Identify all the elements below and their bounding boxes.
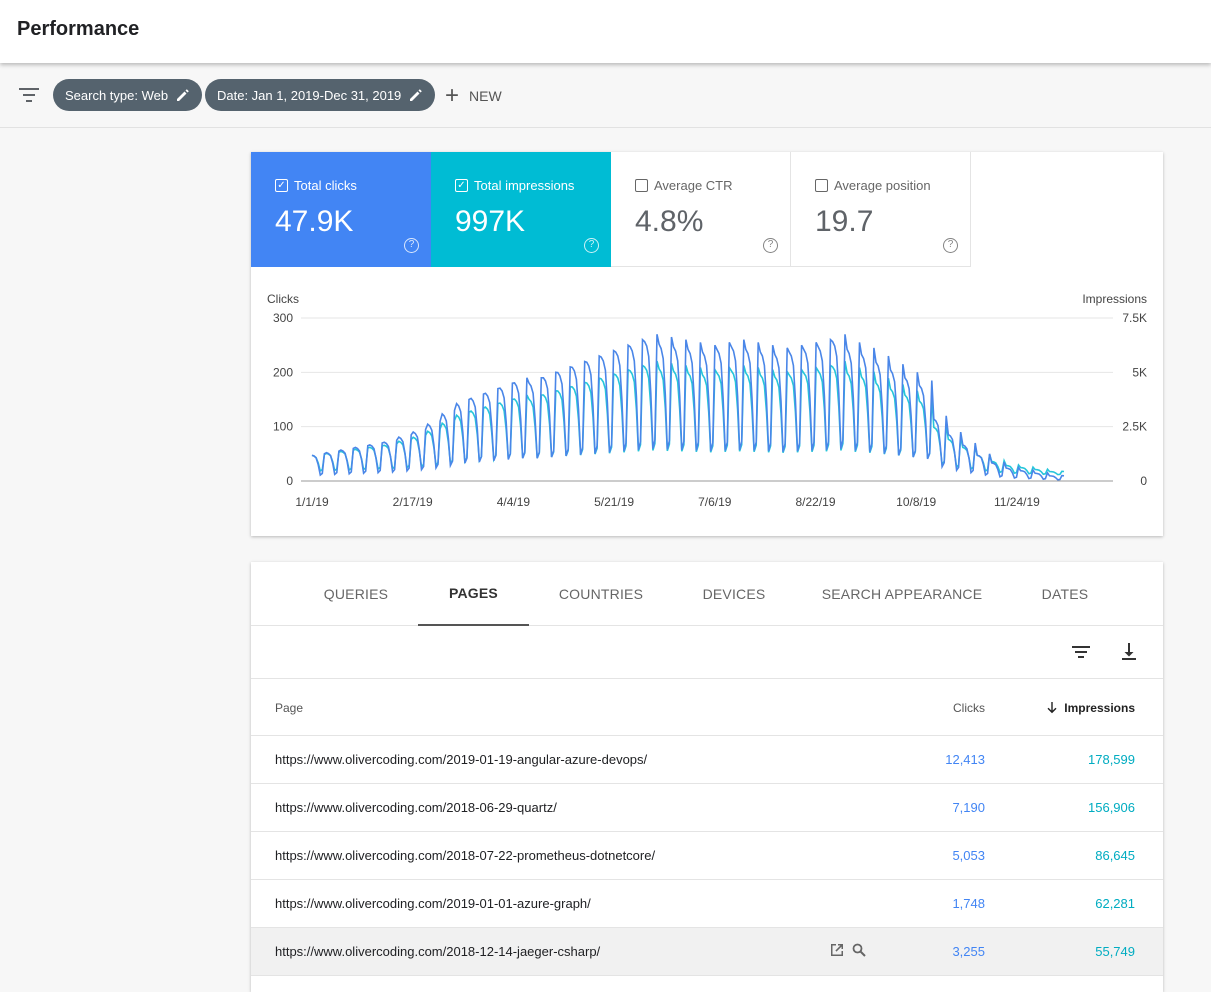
row-page-url: https://www.olivercoding.com/2019-01-01-…: [275, 896, 591, 911]
open-in-new-icon[interactable]: [829, 942, 845, 958]
table-header: Page Clicks Impressions: [251, 679, 1163, 736]
top-bar: Performance: [0, 0, 1211, 63]
checkbox-unchecked-icon[interactable]: [635, 179, 648, 192]
metric-average-ctr[interactable]: Average CTR 4.8% ?: [611, 152, 791, 267]
metric-value: 997K: [455, 205, 526, 238]
search-type-chip[interactable]: Search type: Web: [53, 79, 203, 111]
tab-countries[interactable]: COUNTRIES: [558, 586, 644, 602]
checkbox-checked-icon[interactable]: ✓: [455, 179, 468, 192]
row-clicks: 3,255: [952, 944, 985, 959]
filter-bar: Search type: Web Date: Jan 1, 2019-Dec 3…: [0, 63, 1211, 128]
new-filter-label: NEW: [469, 88, 502, 104]
clicks-line: [311, 334, 1065, 481]
metric-label: Total impressions: [474, 178, 575, 193]
search-type-chip-label: Search type: Web: [65, 87, 169, 103]
row-page-url: https://www.olivercoding.com/2019-01-19-…: [275, 752, 648, 767]
new-filter-button[interactable]: + NEW: [445, 82, 502, 109]
sort-descending-arrow-icon: [1047, 702, 1057, 714]
table-row[interactable]: https://www.olivercoding.com/2019-01-01-…: [251, 880, 1163, 928]
y-left-tick-label: 300: [273, 311, 293, 325]
tab-devices[interactable]: DEVICES: [702, 586, 766, 602]
date-range-chip[interactable]: Date: Jan 1, 2019-Dec 31, 2019: [205, 79, 436, 111]
table-row[interactable]: https://www.olivercoding.com/2019-01-19-…: [251, 736, 1163, 784]
edit-pencil-icon: [410, 89, 423, 101]
filter-icon[interactable]: [19, 87, 39, 103]
y-right-axis-title: Impressions: [1082, 292, 1147, 306]
plus-icon: +: [445, 82, 460, 109]
x-tick-label: 5/21/19: [594, 495, 634, 509]
y-left-tick-label: 0: [286, 474, 293, 488]
x-tick-label: 10/8/19: [896, 495, 936, 509]
help-icon[interactable]: ?: [404, 238, 419, 253]
x-tick-label: 11/24/19: [994, 495, 1040, 509]
x-tick-label: 1/1/19: [295, 495, 329, 509]
column-page[interactable]: Page: [275, 701, 304, 715]
column-impressions-label: Impressions: [1064, 701, 1135, 715]
y-left-axis-title: Clicks: [267, 292, 299, 306]
row-page-url: https://www.olivercoding.com/2018-07-22-…: [275, 848, 656, 863]
metric-label: Average position: [834, 178, 931, 193]
tab-queries[interactable]: QUERIES: [323, 586, 389, 602]
metric-total-clicks[interactable]: ✓ Total clicks 47.9K ?: [251, 152, 431, 267]
help-icon[interactable]: ?: [584, 238, 599, 253]
metric-value: 47.9K: [275, 205, 354, 238]
metric-value: 4.8%: [635, 205, 704, 238]
table-row[interactable]: https://www.olivercoding.com/2018-12-14-…: [251, 928, 1163, 976]
table-row[interactable]: https://www.olivercoding.com/2018-07-22-…: [251, 832, 1163, 880]
row-clicks: 1,748: [952, 896, 985, 911]
metric-label: Average CTR: [654, 178, 733, 193]
download-icon[interactable]: [1117, 640, 1141, 664]
y-right-tick-label: 0: [1140, 474, 1147, 488]
edit-pencil-icon: [177, 89, 189, 101]
page-title: Performance: [17, 18, 140, 40]
inspect-url-search-icon[interactable]: [851, 942, 867, 958]
x-tick-label: 7/6/19: [698, 495, 732, 509]
y-right-tick-label: 2.5K: [1122, 420, 1147, 434]
help-icon[interactable]: ?: [943, 238, 958, 253]
help-icon[interactable]: ?: [763, 238, 778, 253]
report-tabs: QUERIES PAGES COUNTRIES DEVICES SEARCH A…: [251, 562, 1163, 626]
row-clicks: 12,413: [945, 752, 985, 767]
row-impressions: 178,599: [1088, 752, 1135, 767]
performance-chart-card: ✓ Total clicks 47.9K ? ✓ Total impressions…: [251, 152, 1163, 536]
row-clicks: 7,190: [952, 800, 985, 815]
row-page-url: https://www.olivercoding.com/2018-06-29-…: [275, 800, 557, 815]
metric-label: Total clicks: [294, 178, 357, 193]
tab-search-appearance[interactable]: SEARCH APPEARANCE: [821, 586, 983, 602]
x-tick-label: 2/17/19: [393, 495, 433, 509]
row-impressions: 55,749: [1095, 944, 1135, 959]
row-impressions: 86,645: [1095, 848, 1135, 863]
metric-value: 19.7: [815, 205, 874, 238]
row-impressions: 156,906: [1088, 800, 1135, 815]
date-range-chip-label: Date: Jan 1, 2019-Dec 31, 2019: [217, 87, 402, 103]
y-right-tick-label: 7.5K: [1122, 311, 1147, 325]
checkbox-checked-icon[interactable]: ✓: [275, 179, 288, 192]
x-tick-label: 4/4/19: [497, 495, 531, 509]
y-left-tick-label: 200: [273, 365, 293, 379]
report-table-card: QUERIES PAGES COUNTRIES DEVICES SEARCH A…: [251, 562, 1163, 992]
tab-dates[interactable]: DATES: [1041, 586, 1089, 602]
metric-average-position[interactable]: Average position 19.7 ?: [791, 152, 971, 267]
filter-rows-icon[interactable]: [1069, 640, 1093, 664]
table-toolbar: [251, 626, 1163, 679]
y-right-tick-label: 5K: [1132, 365, 1147, 379]
checkbox-unchecked-icon[interactable]: [815, 179, 828, 192]
row-page-url: https://www.olivercoding.com/2018-12-14-…: [275, 944, 601, 959]
row-clicks: 5,053: [952, 848, 985, 863]
tab-pages[interactable]: PAGES: [418, 562, 529, 626]
column-clicks[interactable]: Clicks: [953, 701, 985, 715]
y-left-tick-label: 100: [273, 420, 293, 434]
metric-total-impressions[interactable]: ✓ Total impressions 997K ?: [431, 152, 611, 267]
row-impressions: 62,281: [1095, 896, 1135, 911]
table-row[interactable]: https://www.olivercoding.com/2018-06-29-…: [251, 784, 1163, 832]
x-tick-label: 8/22/19: [795, 495, 835, 509]
column-impressions[interactable]: Impressions: [1046, 701, 1135, 715]
